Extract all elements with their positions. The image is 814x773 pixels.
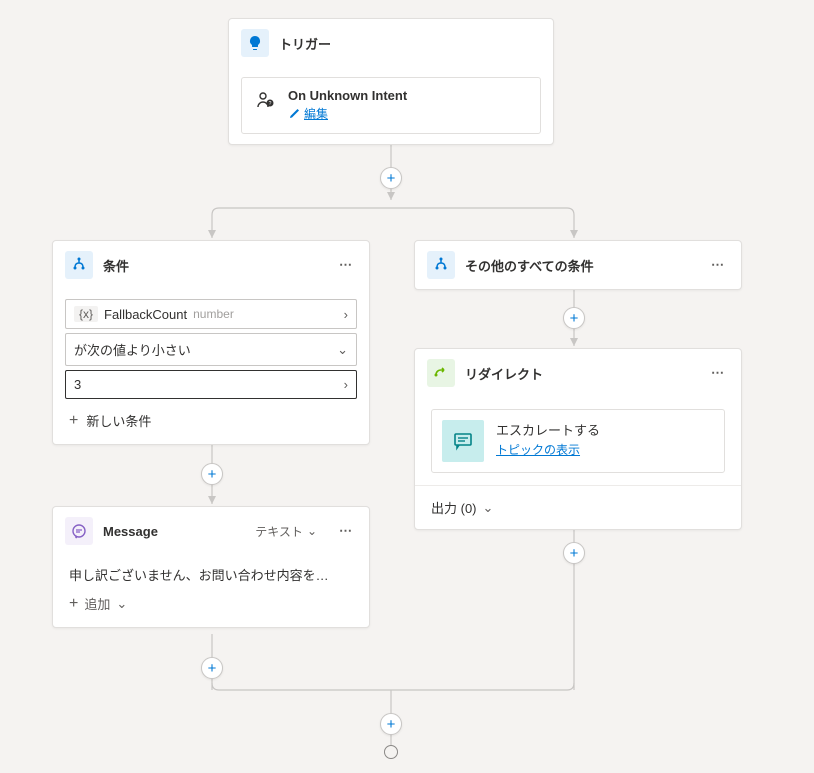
redirect-node: リダイレクト ⋯ エスカレートする トピックの表示 出力 (0) ⌄ bbox=[414, 348, 742, 530]
intent-title: On Unknown Intent bbox=[288, 88, 528, 103]
message-icon bbox=[65, 517, 93, 545]
condition-body: {x} FallbackCount number › が次の値より小さい ⌄ 3… bbox=[53, 289, 369, 444]
message-add-button[interactable]: + 追加 ⌄ bbox=[69, 594, 353, 613]
chevron-down-icon: ⌄ bbox=[483, 500, 494, 516]
chat-icon bbox=[442, 420, 484, 462]
chevron-right-icon: › bbox=[344, 307, 348, 322]
plus-icon: + bbox=[69, 412, 78, 430]
output-row[interactable]: 出力 (0) ⌄ bbox=[415, 485, 741, 529]
trigger-title: トリガー bbox=[279, 34, 541, 53]
intent-card[interactable]: ? On Unknown Intent 編集 bbox=[241, 77, 541, 134]
message-text[interactable]: 申し訳ございません、お問い合わせ内容を… bbox=[69, 565, 353, 584]
variable-badge: {x} bbox=[74, 306, 98, 322]
message-body: 申し訳ございません、お問い合わせ内容を… + 追加 ⌄ bbox=[53, 555, 369, 627]
lightbulb-icon bbox=[241, 29, 269, 57]
condition-more-button[interactable]: ⋯ bbox=[335, 257, 357, 273]
add-label: 追加 bbox=[84, 594, 110, 613]
value-text: 3 bbox=[74, 377, 81, 392]
add-node-button[interactable]: + bbox=[201, 463, 223, 485]
operator-label: が次の値より小さい bbox=[74, 340, 191, 359]
redirect-body: エスカレートする トピックの表示 bbox=[415, 397, 741, 485]
redirect-topic-card[interactable]: エスカレートする トピックの表示 bbox=[431, 409, 725, 473]
add-node-button[interactable]: + bbox=[563, 542, 585, 564]
redirect-topic-content: エスカレートする トピックの表示 bbox=[496, 420, 600, 458]
variable-name: FallbackCount bbox=[104, 307, 187, 322]
new-condition-label: 新しい条件 bbox=[86, 411, 151, 430]
person-icon: ? bbox=[254, 88, 278, 112]
message-header: Message テキスト ⌄ ⋯ bbox=[53, 507, 369, 555]
other-condition-node: その他のすべての条件 ⋯ bbox=[414, 240, 742, 290]
other-condition-more-button[interactable]: ⋯ bbox=[707, 257, 729, 273]
show-topic-link[interactable]: トピックの表示 bbox=[496, 441, 580, 458]
plus-icon: + bbox=[69, 595, 78, 613]
message-more-button[interactable]: ⋯ bbox=[335, 523, 357, 539]
redirect-icon bbox=[427, 359, 455, 387]
message-title: Message bbox=[103, 524, 245, 539]
chevron-down-icon: ⌄ bbox=[337, 342, 348, 358]
add-node-button[interactable]: + bbox=[380, 167, 402, 189]
branch-icon bbox=[65, 251, 93, 279]
chevron-down-icon: ⌄ bbox=[116, 596, 127, 612]
trigger-node: トリガー ? On Unknown Intent 編集 bbox=[228, 18, 554, 145]
edit-label: 編集 bbox=[304, 105, 328, 122]
variable-type: number bbox=[193, 307, 234, 321]
svg-text:?: ? bbox=[269, 101, 272, 107]
flow-canvas: トリガー ? On Unknown Intent 編集 条件 ⋯ {x} Fal… bbox=[0, 0, 814, 773]
chevron-down-icon: ⌄ bbox=[307, 524, 317, 538]
end-node bbox=[384, 745, 398, 759]
condition-header: 条件 ⋯ bbox=[53, 241, 369, 289]
other-condition-title: その他のすべての条件 bbox=[465, 256, 697, 275]
add-node-button[interactable]: + bbox=[380, 713, 402, 735]
condition-node: 条件 ⋯ {x} FallbackCount number › が次の値より小さ… bbox=[52, 240, 370, 445]
message-type-select[interactable]: テキスト ⌄ bbox=[255, 523, 317, 540]
redirect-more-button[interactable]: ⋯ bbox=[707, 365, 729, 381]
message-node: Message テキスト ⌄ ⋯ 申し訳ございません、お問い合わせ内容を… + … bbox=[52, 506, 370, 628]
add-node-button[interactable]: + bbox=[201, 657, 223, 679]
edit-link[interactable]: 編集 bbox=[288, 105, 328, 122]
value-input[interactable]: 3 › bbox=[65, 370, 357, 399]
add-node-button[interactable]: + bbox=[563, 307, 585, 329]
intent-content: On Unknown Intent 編集 bbox=[288, 88, 528, 123]
condition-title: 条件 bbox=[103, 256, 325, 275]
redirect-title: リダイレクト bbox=[465, 364, 697, 383]
trigger-header: トリガー bbox=[229, 19, 553, 67]
redirect-topic-title: エスカレートする bbox=[496, 420, 600, 439]
pencil-icon bbox=[288, 108, 300, 120]
chevron-right-icon: › bbox=[344, 377, 348, 392]
other-condition-header: その他のすべての条件 ⋯ bbox=[415, 241, 741, 289]
variable-input[interactable]: {x} FallbackCount number › bbox=[65, 299, 357, 329]
operator-select[interactable]: が次の値より小さい ⌄ bbox=[65, 333, 357, 366]
trigger-body: ? On Unknown Intent 編集 bbox=[229, 67, 553, 144]
output-label: 出力 (0) bbox=[431, 498, 477, 517]
redirect-header: リダイレクト ⋯ bbox=[415, 349, 741, 397]
new-condition-button[interactable]: + 新しい条件 bbox=[65, 403, 357, 434]
branch-icon bbox=[427, 251, 455, 279]
